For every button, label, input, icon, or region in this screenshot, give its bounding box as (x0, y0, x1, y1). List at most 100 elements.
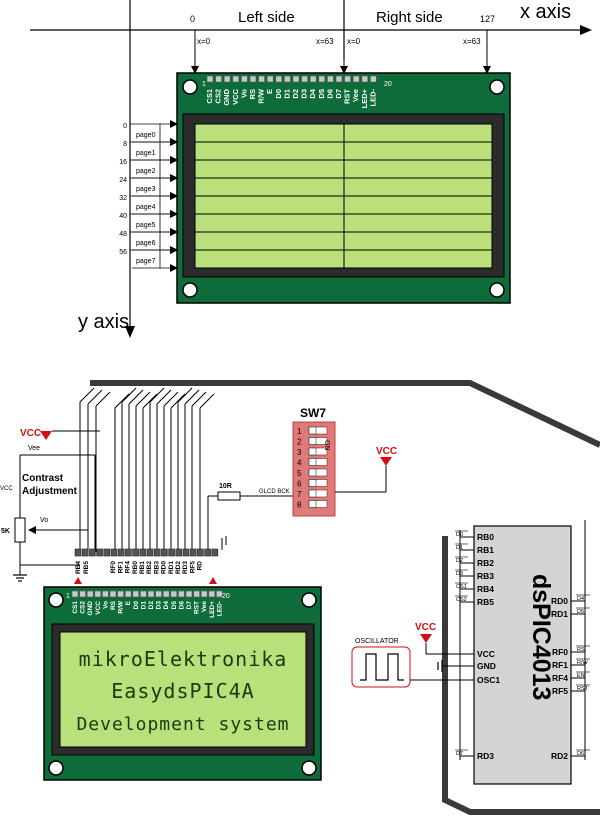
bus-wire (135, 391, 151, 407)
top-pin-label: RS (248, 89, 257, 99)
header-label: RB0 (132, 561, 139, 574)
header-pin (81, 548, 89, 557)
lcd-line-1: mikroElektronika (79, 647, 288, 671)
vcc-left-label: VCC (0, 486, 13, 492)
header-pin (175, 548, 183, 557)
chip-left-pin-label: RB3 (477, 571, 494, 581)
top-lcd-pin-labels: CS1 CS2 GND VCC Vo RS R/W E D0 D1 D2 D3 D4 D5 D6 D7 RST V… (205, 88, 377, 108)
contrast-label-2: Adjustment (22, 486, 78, 497)
header-pin (139, 548, 147, 557)
arrow-right-icon (170, 138, 178, 146)
dip-switch-knob (308, 458, 317, 466)
dip-switch-number: 2 (297, 438, 302, 447)
sw7-on-label: ON (323, 440, 330, 451)
chip-left-signal-label: CS1 (456, 584, 467, 590)
pin-20-label: 20 (384, 81, 392, 88)
arrow-right-icon (170, 192, 178, 200)
bus-wire (156, 389, 172, 405)
sw7-switch-rows: 1 23 45 67 8 (297, 426, 328, 510)
potentiometer (14, 517, 26, 543)
header-pin (103, 548, 111, 557)
page-offset-label: 32 (119, 195, 127, 202)
top-pin-label: VCC (231, 88, 240, 104)
page-label: page0 (136, 132, 156, 139)
vcc-arrow-icon (420, 634, 432, 643)
lcd-pin-label: D3 (156, 601, 163, 610)
top-pin-label: GND (222, 88, 231, 105)
lcd-pin-label: D7 (186, 601, 193, 610)
chip-left-pin-label: RD3 (477, 751, 494, 761)
vee-label: Vee (28, 445, 40, 452)
pin-pad (335, 75, 343, 83)
top-pin-label: D4 (308, 88, 317, 98)
lcd-pin-label: RST (194, 601, 201, 614)
dip-switch-knob (308, 468, 317, 477)
arrow-right-icon (170, 246, 178, 254)
top-pin-label: LED- (368, 89, 377, 107)
top-pin-label: Vee (351, 89, 360, 102)
dip-switch-knob (308, 500, 317, 508)
dip-switch-knob (308, 447, 317, 456)
lcd-pin-label: CS1 (72, 601, 79, 614)
header-pin (197, 548, 204, 557)
lcd-pin-label: D6 (178, 601, 185, 610)
bottom-lcd-pin-header (71, 590, 223, 598)
glcd-bck-label: GLCD BCK (259, 489, 290, 495)
header-pin (117, 548, 125, 557)
chip-right-signal-label: R/W (577, 660, 589, 666)
lcd-pin-label: D4 (163, 601, 170, 610)
bus-wire (114, 393, 130, 409)
lcd-pin-1-label: 1 (66, 593, 70, 600)
header-label: RD1 (168, 561, 175, 574)
mounting-hole (48, 760, 64, 776)
bus-wire (128, 389, 144, 405)
vcc-label: VCC (20, 428, 41, 439)
chip-left-pin-label: RB1 (477, 545, 494, 555)
bus-wire (170, 393, 186, 409)
header-pin (182, 548, 190, 557)
header-pin (125, 548, 132, 557)
top-pin-label: R/W (257, 88, 266, 104)
vo-label: Vo (40, 517, 48, 524)
pin-pad (215, 75, 222, 83)
mounting-hole (301, 592, 317, 608)
pin-pad (185, 590, 193, 598)
x0-left-label: x=0 (197, 37, 211, 46)
pin-pad (193, 590, 200, 598)
pin-pad (258, 75, 265, 83)
chip-name: dsPIC4013 (527, 574, 555, 700)
board-outline (442, 536, 600, 815)
bus-wire (87, 389, 103, 405)
header-pin (110, 548, 118, 557)
chip-right-signal-label: RS (577, 647, 585, 653)
pin-pad (249, 75, 257, 83)
bus-wire (79, 387, 95, 403)
header-pin (74, 548, 82, 557)
chip-left-pin-label: RB2 (477, 558, 494, 568)
x-axis-arrow-icon (580, 25, 592, 35)
header-label: RF0 (110, 561, 117, 574)
arrow-right-icon (170, 264, 178, 272)
vcc-arrow-icon (40, 431, 52, 440)
lcd-pin-label: R/W (118, 600, 125, 614)
bus-wire (191, 391, 207, 407)
pin-pad (241, 75, 248, 83)
chip-left-pins: RB0D0RB1D1RB2D2RB3D3RB4CS1RB5CS2VCCGNDOS… (455, 530, 500, 761)
pin-pad (275, 75, 283, 83)
chip-left-pin-label: OSC1 (477, 675, 500, 685)
resistor-10r (217, 491, 241, 501)
pin-pad (284, 75, 291, 83)
top-pin-label: D1 (282, 89, 291, 99)
oscillator-label: OSCILLATOR (355, 638, 399, 645)
pin-pad (344, 75, 351, 83)
chip-left-pin-label: GND (477, 661, 496, 671)
pin-pad (109, 590, 117, 598)
top-pin-label: CS2 (214, 89, 223, 104)
pin-pad (352, 75, 360, 83)
chip-right-pin-label: RD1 (551, 609, 568, 619)
y-axis-label: y axis (78, 311, 129, 333)
lcd-pin-label: LED+ (209, 601, 216, 618)
page-offset-label: 24 (119, 177, 127, 184)
dip-switch-number: 4 (297, 459, 302, 468)
